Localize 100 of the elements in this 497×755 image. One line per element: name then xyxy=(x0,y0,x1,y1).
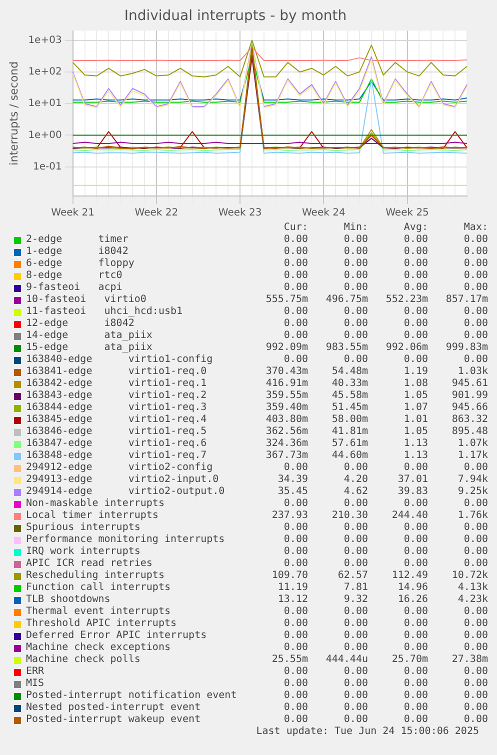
legend-label: 14-edge ata_piix xyxy=(26,330,152,342)
text: Last update: Tue Jun 24 15:00:06 2025 xyxy=(255,726,480,738)
text: 0.00 xyxy=(342,282,368,294)
text: 0.00 xyxy=(402,534,428,546)
text: 555.75m xyxy=(264,294,308,306)
text: 362.56m xyxy=(264,426,308,438)
text: 0.00 xyxy=(402,522,428,534)
text: 0.00 xyxy=(342,330,368,342)
text: 4.13k xyxy=(456,582,488,594)
text: 0.00 xyxy=(462,534,488,546)
text: 0.00 xyxy=(402,702,428,714)
text: Avg: xyxy=(402,222,428,233)
text: 0.00 xyxy=(462,714,488,726)
legend-label: 163843-edge virtio1-req.2 xyxy=(26,390,207,402)
legend-label: 8-edge rtc0 xyxy=(26,270,122,282)
text: 0.00 xyxy=(462,558,488,570)
text: 0.00 xyxy=(282,690,308,702)
text: 0.00 xyxy=(402,354,428,366)
text: 37.01 xyxy=(396,474,428,486)
text: 0.00 xyxy=(282,234,308,246)
text: 0.00 xyxy=(462,546,488,558)
legend-label: Local timer interrupts xyxy=(26,510,158,522)
text: 0.00 xyxy=(402,606,428,618)
text: 0.00 xyxy=(402,546,428,558)
text: 4.62 xyxy=(342,486,368,498)
legend-label: 163848-edge virtio1-req.7 xyxy=(26,450,207,462)
text: 1.01 xyxy=(402,414,428,426)
text: 1.19 xyxy=(402,366,428,378)
text: 0.00 xyxy=(282,246,308,258)
text: 0.00 xyxy=(282,618,308,630)
text: 0.00 xyxy=(282,330,308,342)
legend-label: Function call interrupts xyxy=(26,582,170,594)
legend-label: Deferred Error APIC interrupts xyxy=(26,630,207,642)
legend-label: 163840-edge virtio1-config xyxy=(26,354,213,366)
text: 0.00 xyxy=(402,666,428,678)
text: 16.26 xyxy=(396,594,428,606)
text: 0.00 xyxy=(282,498,308,510)
legend-label: 9-fasteoi acpi xyxy=(26,282,122,294)
text: 0.00 xyxy=(462,282,488,294)
text: 0.00 xyxy=(282,258,308,270)
legend-label: 163842-edge virtio1-req.1 xyxy=(26,378,207,390)
text: 0.00 xyxy=(342,558,368,570)
legend-label: IRQ work interrupts xyxy=(26,546,140,558)
text: 0.00 xyxy=(342,546,368,558)
text: 1.05 xyxy=(402,426,428,438)
text: 0.00 xyxy=(402,558,428,570)
text: 109.70 xyxy=(270,570,308,582)
text: 0.00 xyxy=(282,546,308,558)
text: 14.96 xyxy=(396,582,428,594)
text: 10.72k xyxy=(450,570,488,582)
text: 0.00 xyxy=(402,714,428,726)
text: 1.17k xyxy=(456,450,488,462)
text: 13.12 xyxy=(276,594,308,606)
text: 25.70m xyxy=(390,654,428,666)
text: 0.00 xyxy=(462,462,488,474)
text: 0.00 xyxy=(342,534,368,546)
legend-label: Machine check exceptions xyxy=(26,642,170,654)
text: 0.00 xyxy=(342,246,368,258)
y-tick-label: 1e+01 xyxy=(28,98,62,110)
text: 9.25k xyxy=(456,486,488,498)
text: 0.00 xyxy=(342,354,368,366)
text: 359.40m xyxy=(264,402,308,414)
text: 0.00 xyxy=(402,246,428,258)
text: 244.40 xyxy=(390,510,428,522)
text: 62.57 xyxy=(336,570,368,582)
text: 0.00 xyxy=(342,522,368,534)
text: 0.00 xyxy=(282,318,308,330)
legend-label: Posted-interrupt wakeup event xyxy=(26,714,201,726)
chart-title: Individual interrupts - by month xyxy=(124,8,347,24)
text: 992.06m xyxy=(384,342,428,354)
text: 0.00 xyxy=(402,498,428,510)
text: 0.00 xyxy=(462,318,488,330)
text: 1.07k xyxy=(456,438,488,450)
text: 0.00 xyxy=(342,642,368,654)
text: 0.00 xyxy=(342,702,368,714)
text: 0.00 xyxy=(282,666,308,678)
text: 0.00 xyxy=(402,678,428,690)
legend-label: MIS xyxy=(26,678,44,690)
legend-label: Performance monitoring interrupts xyxy=(26,534,225,546)
text: 403.80m xyxy=(264,414,308,426)
text: 0.00 xyxy=(342,630,368,642)
text: 416.91m xyxy=(264,378,308,390)
text: 0.00 xyxy=(402,690,428,702)
text: 0.00 xyxy=(462,330,488,342)
legend-label: 15-edge ata_piix xyxy=(26,342,152,354)
text: 1.13 xyxy=(402,438,428,450)
text: 992.09m xyxy=(264,342,308,354)
text: Min: xyxy=(342,222,368,233)
text: 0.00 xyxy=(282,642,308,654)
text: 0.00 xyxy=(282,534,308,546)
text: 945.61 xyxy=(450,378,488,390)
text: 0.00 xyxy=(342,606,368,618)
text: 0.00 xyxy=(342,498,368,510)
text: 40.33m xyxy=(330,378,368,390)
text: 35.45 xyxy=(276,486,308,498)
text: 370.43m xyxy=(264,366,308,378)
legend-label: 10-fasteoi virtio0 xyxy=(26,294,146,306)
legend-label: 1-edge i8042 xyxy=(26,246,128,258)
y-tick-label: 1e-01 xyxy=(32,161,62,172)
text: 0.00 xyxy=(282,606,308,618)
